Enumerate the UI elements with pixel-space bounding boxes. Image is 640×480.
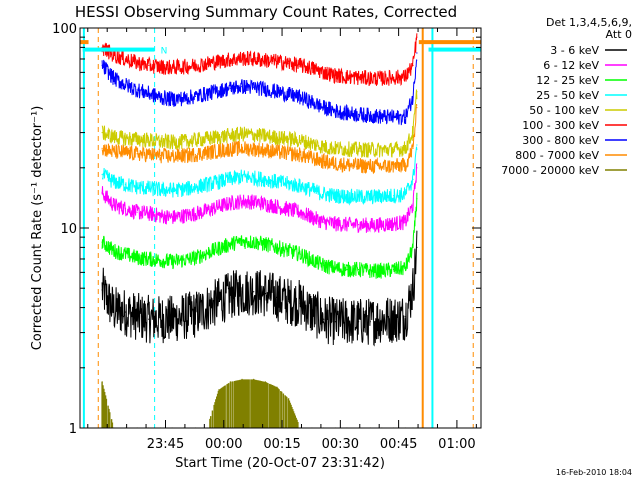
x-tick-label: 00:00 (205, 437, 242, 452)
series-trace (101, 59, 418, 126)
series-3-6kev (101, 230, 418, 347)
data-point (253, 291, 255, 293)
data-point (358, 223, 360, 226)
series-trace (101, 103, 418, 175)
x-tick-label: 00:15 (263, 437, 300, 452)
series-trace (101, 89, 418, 158)
flag-bar-2 (428, 47, 481, 52)
data-point (136, 211, 138, 213)
data-point (101, 131, 103, 134)
chart-title: HESSI Observing Summary Count Rates, Cor… (75, 3, 457, 21)
series-trace (101, 163, 418, 234)
series-50-100kev (101, 89, 418, 158)
flag-label: N (161, 47, 168, 57)
data-point (346, 268, 348, 271)
series-800-7000kev (101, 103, 418, 175)
legend-label: 800 - 7000 keV (515, 149, 599, 162)
y-tick-label: 10 (60, 222, 77, 237)
series-100-300kev (101, 33, 418, 87)
data-point (194, 95, 197, 97)
data-point (416, 52, 418, 54)
series-layer (101, 33, 418, 428)
series-300-800kev (101, 52, 418, 126)
legend-label: 100 - 300 keV (522, 119, 599, 132)
y-axis-label: Corrected Count Rate (s⁻¹ detector⁻¹) (30, 106, 45, 351)
footer-timestamp: 16-Feb-2010 18:04 (556, 468, 632, 477)
legend-header-attenuator: Att 0 (606, 28, 632, 41)
flag-bars: N (80, 40, 481, 57)
y-axis-ticks: 1 10 100 (52, 22, 481, 437)
x-tick-label: 00:45 (380, 437, 417, 452)
data-point (183, 141, 185, 143)
legend-label: 50 - 100 keV (529, 104, 599, 117)
x-tick-label: 01:00 (438, 437, 475, 452)
series-6-12kev (101, 163, 418, 234)
x-axis-ticks: 23:45 00:00 00:15 00:30 00:45 01:00 (87, 28, 477, 452)
series-trace (101, 192, 418, 279)
legend-label: 6 - 12 keV (543, 59, 599, 72)
data-point (346, 148, 348, 150)
data-point (412, 147, 414, 150)
data-point (101, 147, 103, 150)
legend-label: 3 - 6 keV (550, 44, 599, 57)
data-point (323, 221, 325, 223)
data-point (416, 144, 418, 146)
series-25-50kev (101, 144, 418, 206)
legend-label: 7000 - 20000 keV (501, 164, 599, 177)
flag-bar-1 (82, 47, 155, 52)
series-trace (101, 379, 299, 428)
data-point (194, 153, 197, 156)
legend-label: 300 - 800 keV (522, 134, 599, 147)
flag-bar-3 (80, 40, 89, 45)
data-point (358, 268, 360, 271)
legend-label: 25 - 50 keV (536, 89, 599, 102)
legend-header-detectors: Det 1,3,4,5,6,9, (546, 16, 632, 29)
data-point (148, 64, 150, 67)
series-12-25kev (101, 192, 418, 279)
x-tick-label: 00:30 (322, 437, 359, 452)
y-tick-label: 1 (69, 422, 77, 437)
data-point (101, 173, 103, 176)
flag-bar-4 (418, 40, 481, 45)
series-trace (102, 146, 418, 206)
y-tick-label: 100 (52, 22, 77, 37)
data-point (136, 89, 138, 91)
legend-entries: 3 - 6 keV 6 - 12 keV 12 - 25 keV 25 - 50 ke… (501, 44, 627, 177)
series-trace (101, 33, 418, 87)
x-tick-label: 23:45 (147, 437, 184, 452)
legend: Det 1,3,4,5,6,9, Att 0 3 - 6 keV 6 - 12 k… (501, 16, 632, 177)
x-axis-label: Start Time (20-Oct-07 23:31:42) (175, 456, 385, 471)
series-trace (101, 230, 418, 347)
legend-label: 12 - 25 keV (536, 74, 599, 87)
